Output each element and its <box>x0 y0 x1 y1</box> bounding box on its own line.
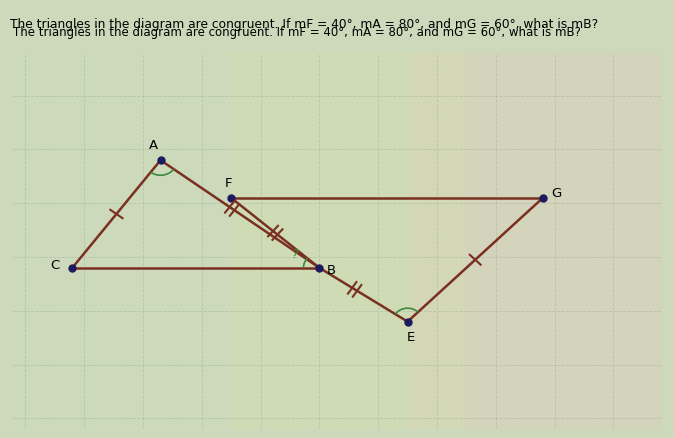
Text: The triangles in the diagram are congruent. If mF = 40°, mA = 80°, and mG = 60°,: The triangles in the diagram are congrue… <box>10 18 599 31</box>
Text: C: C <box>50 258 59 272</box>
Text: B: B <box>326 264 336 277</box>
Text: A: A <box>149 139 158 152</box>
Bar <box>231 0 466 438</box>
Text: G: G <box>552 187 562 200</box>
Text: The triangles in the diagram are congruent. If mF = 40°, mA = 80°, and mG = 60°,: The triangles in the diagram are congrue… <box>13 26 582 39</box>
Text: ?: ? <box>291 248 298 261</box>
Text: F: F <box>224 177 232 190</box>
Text: E: E <box>406 331 415 344</box>
